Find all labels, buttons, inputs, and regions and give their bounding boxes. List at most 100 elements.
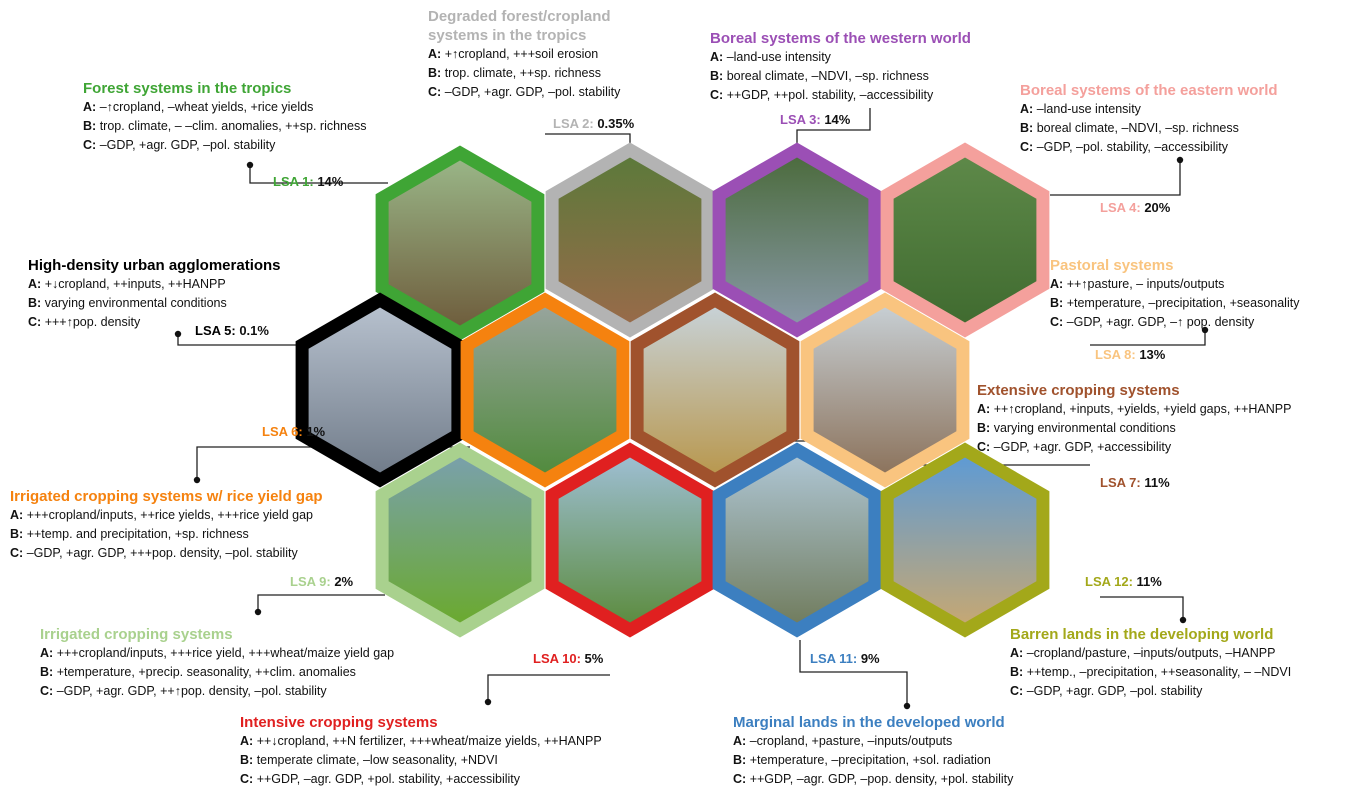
lsa-name: LSA 12: [1085, 574, 1133, 589]
attribute-line: C: –GDP, +agr. GDP, –↑ pop. density [1050, 313, 1299, 332]
attribute-line: C: –GDP, +agr. GDP, +accessibility [977, 438, 1291, 457]
lsa-label: LSA 7: 11% [1100, 475, 1170, 490]
system-description: Marginal lands in the developed worldA: … [733, 713, 1013, 789]
attribute-key: C: [1020, 140, 1033, 154]
system-title: systems in the tropics [428, 26, 620, 45]
lsa-name: LSA 9: [290, 574, 331, 589]
attribute-text: –GDP, +agr. GDP, +accessibility [994, 440, 1171, 454]
attribute-key: B: [40, 665, 53, 679]
system-description: High-density urban agglomerationsA: +↓cr… [28, 256, 281, 332]
attribute-line: A: +↑cropland, +++soil erosion [428, 45, 620, 64]
attribute-key: C: [1050, 315, 1063, 329]
attribute-key: B: [710, 69, 723, 83]
connector [1100, 597, 1183, 620]
lsa-share: 9% [861, 651, 880, 666]
hexagon-photo [552, 150, 708, 330]
attribute-key: C: [977, 440, 990, 454]
attribute-text: ++↑pasture, – inputs/outputs [1067, 277, 1225, 291]
attribute-key: C: [710, 88, 723, 102]
lsa-share: 14% [824, 112, 850, 127]
attribute-key: C: [40, 684, 53, 698]
attribute-line: A: ++↑pasture, – inputs/outputs [1050, 275, 1299, 294]
lsa-share: 13% [1139, 347, 1165, 362]
attribute-text: +++cropland/inputs, +++rice yield, +++wh… [57, 646, 394, 660]
connector [800, 640, 907, 706]
attribute-line: B: +temperature, +precip. seasonality, +… [40, 663, 394, 682]
attribute-text: –GDP, +agr. GDP, –↑ pop. density [1067, 315, 1255, 329]
attribute-text: –↑cropland, –wheat yields, +rice yields [100, 100, 314, 114]
attribute-text: +temperature, –precipitation, +sol. radi… [750, 753, 991, 767]
attribute-key: C: [240, 772, 253, 786]
hexagon-photo [887, 450, 1043, 630]
attribute-line: C: ++GDP, ++pol. stability, –accessibili… [710, 86, 971, 105]
attribute-key: C: [83, 138, 96, 152]
attribute-line: A: +++cropland/inputs, ++rice yields, ++… [10, 506, 323, 525]
lsa-share: 1% [306, 424, 325, 439]
attribute-key: A: [1010, 646, 1023, 660]
lsa-label: LSA 2: 0.35% [553, 116, 634, 131]
attribute-key: C: [428, 85, 441, 99]
attribute-text: ++GDP, ++pol. stability, –accessibility [727, 88, 934, 102]
attribute-text: –GDP, +agr. GDP, ++↑pop. density, –pol. … [57, 684, 327, 698]
hexagon-photo [552, 450, 708, 630]
system-description: Intensive cropping systemsA: ++↓cropland… [240, 713, 602, 789]
attribute-key: B: [1020, 121, 1033, 135]
attribute-text: –GDP, –pol. stability, –accessibility [1037, 140, 1228, 154]
lsa-share: 11% [1144, 475, 1169, 490]
attribute-line: C: –GDP, +agr. GDP, ++↑pop. density, –po… [40, 682, 394, 701]
lsa-name: LSA 5: [195, 323, 236, 338]
lsa-name: LSA 2: [553, 116, 594, 131]
lsa-share: 0.1% [239, 323, 269, 338]
attribute-key: C: [733, 772, 746, 786]
attribute-text: temperate climate, –low seasonality, +ND… [257, 753, 498, 767]
lsa-label: LSA 4: 20% [1100, 200, 1170, 215]
attribute-line: C: ++GDP, –agr. GDP, +pol. stability, +a… [240, 770, 602, 789]
system-title: Irrigated cropping systems w/ rice yield… [10, 487, 323, 506]
attribute-line: A: –↑cropland, –wheat yields, +rice yiel… [83, 98, 366, 117]
attribute-key: B: [83, 119, 96, 133]
attribute-key: A: [40, 646, 53, 660]
attribute-text: –cropland, +pasture, –inputs/outputs [750, 734, 953, 748]
attribute-key: A: [977, 402, 990, 416]
attribute-text: +++↑pop. density [45, 315, 141, 329]
lsa-share: 5% [585, 651, 604, 666]
attribute-line: A: ++↑cropland, +inputs, +yields, +yield… [977, 400, 1291, 419]
attribute-line: A: –cropland/pasture, –inputs/outputs, –… [1010, 644, 1291, 663]
lsa-label: LSA 11: 9% [810, 651, 880, 666]
hexagon-photo [887, 150, 1043, 330]
attribute-line: C: –GDP, –pol. stability, –accessibility [1020, 138, 1278, 157]
attribute-text: –GDP, +agr. GDP, –pol. stability [1027, 684, 1203, 698]
connector-dot [904, 703, 910, 709]
attribute-line: A: –land-use intensity [1020, 100, 1278, 119]
lsa-label: LSA 3: 14% [780, 112, 850, 127]
system-title: Irrigated cropping systems [40, 625, 394, 644]
attribute-key: A: [1020, 102, 1033, 116]
lsa-name: LSA 4: [1100, 200, 1141, 215]
lsa-share: 11% [1137, 574, 1162, 589]
attribute-text: varying environmental conditions [994, 421, 1176, 435]
lsa-label: LSA 6: 1% [262, 424, 325, 439]
attribute-line: B: +temperature, –precipitation, +season… [1050, 294, 1299, 313]
lsa-name: LSA 11: [810, 651, 857, 666]
attribute-text: +↑cropland, +++soil erosion [445, 47, 599, 61]
connector [258, 595, 385, 612]
attribute-key: B: [977, 421, 990, 435]
attribute-line: B: varying environmental conditions [977, 419, 1291, 438]
attribute-text: +++cropland/inputs, ++rice yields, +++ri… [27, 508, 313, 522]
attribute-key: A: [83, 100, 96, 114]
attribute-line: C: –GDP, +agr. GDP, –pol. stability [83, 136, 366, 155]
attribute-text: +temperature, +precip. seasonality, ++cl… [57, 665, 356, 679]
lsa-label: LSA 5: 0.1% [195, 323, 269, 338]
lsa-name: LSA 1: [273, 174, 314, 189]
hexagon-photo [382, 450, 538, 630]
attribute-text: varying environmental conditions [45, 296, 227, 310]
hexagon-photo [637, 300, 793, 480]
lsa-label: LSA 1: 14% [273, 174, 343, 189]
attribute-key: A: [710, 50, 723, 64]
